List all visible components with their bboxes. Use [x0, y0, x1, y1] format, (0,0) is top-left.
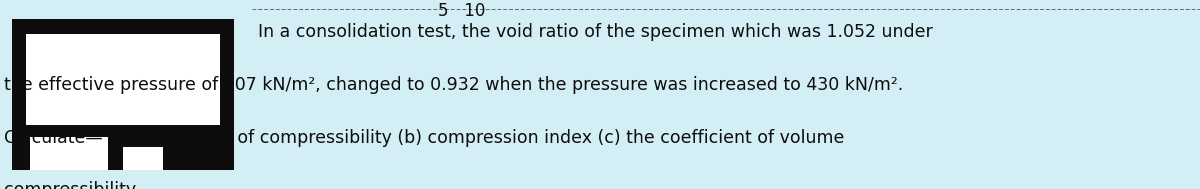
Text: the effective pressure of 207 kN/m², changed to 0.932 when the pressure was incr: the effective pressure of 207 kN/m², cha… — [4, 76, 902, 94]
Bar — [26, 34, 220, 125]
Text: 5   10: 5 10 — [438, 2, 486, 20]
Text: compressibility.: compressibility. — [4, 181, 139, 189]
Text: Calculate— (a) Coefficient of compressibility (b) compression index (c) the coef: Calculate— (a) Coefficient of compressib… — [4, 129, 844, 146]
Bar — [122, 147, 163, 170]
Text: In a consolidation test, the void ratio of the specimen which was 1.052 under: In a consolidation test, the void ratio … — [258, 23, 932, 41]
Bar — [12, 19, 234, 170]
Bar — [30, 137, 108, 170]
